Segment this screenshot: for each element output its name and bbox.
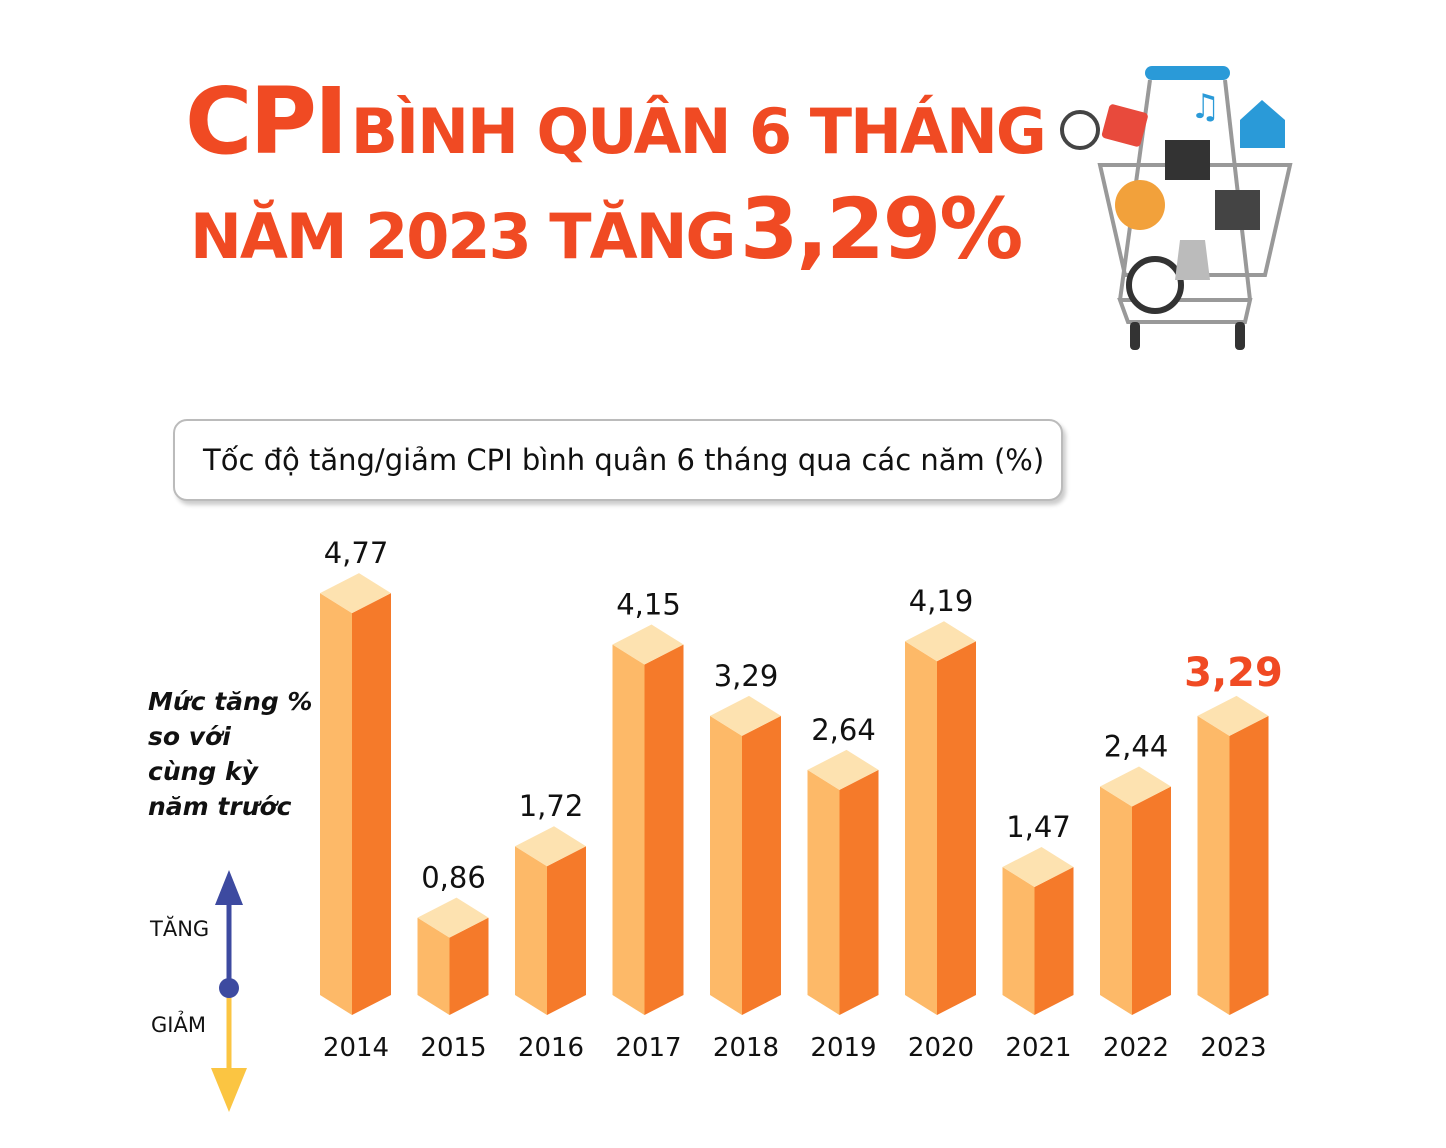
data-label: 4,77 [324,536,389,570]
bar-left-face [612,644,645,1015]
title-line-2: NĂM 2023 TĂNG 3,29% [190,180,1023,278]
title-cpi: CPI [185,68,348,175]
bar-top-face [1100,766,1171,807]
title-line-1: CPI BÌNH QUÂN 6 THÁNG [185,68,1047,175]
bar-top-face [417,897,489,938]
x-tick-label: 2016 [518,1033,584,1063]
legend-down-label: GIẢM [151,1013,206,1037]
x-tick-label: 2023 [1200,1033,1266,1063]
x-tick-label: 2014 [323,1033,389,1063]
bar-left-face [1100,786,1132,1015]
data-label: 4,15 [616,588,681,622]
bar-top-face [807,749,879,790]
bar-right-face [937,641,976,1015]
data-label: 1,47 [1006,810,1071,844]
bar-right-face [839,769,879,1015]
bar-right-face [1132,786,1171,1015]
bar-top-face [710,695,781,736]
data-label: 2,44 [1104,729,1169,763]
bar-top-face [905,621,976,662]
bar-right-face [1034,866,1074,1015]
note-line: cùng kỳ [148,757,258,786]
bar-top-face [1002,846,1074,887]
bar-top-face [1197,695,1269,736]
title-line2-rest: NĂM 2023 TĂNG [190,200,736,273]
data-label: 3,29 [714,659,779,693]
bar-left-face [320,593,352,1015]
data-label: 1,72 [519,789,584,823]
note-line: so với [148,722,231,751]
chart-subtitle: Tốc độ tăng/giảm CPI bình quân 6 tháng q… [203,443,1045,477]
bar-right-face [1229,715,1269,1015]
x-tick-label: 2018 [713,1033,779,1063]
note-line: Mức tăng % [148,687,313,716]
bar-left-face [1197,715,1230,1015]
data-label: 3,29 [1184,650,1283,696]
bar-left-face [1002,866,1035,1015]
axis-note: Mức tăng % so với cùng kỳ năm trước [148,684,312,824]
bar-left-face [515,846,547,1015]
title-line1-rest: BÌNH QUÂN 6 THÁNG [350,95,1047,168]
title-value: 3,29% [739,180,1023,278]
bar-left-face [710,715,742,1015]
x-tick-label: 2019 [810,1033,876,1063]
note-line: năm trước [148,792,292,821]
bar-top-face [515,826,586,867]
data-label: 0,86 [421,861,486,895]
x-tick-label: 2015 [420,1033,486,1063]
bar-right-face [352,593,391,1015]
bar-top-face [320,573,391,614]
bar-right-face [644,644,684,1015]
bar-left-face [417,917,450,1015]
bar-left-face [807,769,840,1015]
data-label: 4,19 [909,584,974,618]
chart-subtitle-box: Tốc độ tăng/giảm CPI bình quân 6 tháng q… [173,419,1063,501]
x-tick-label: 2017 [615,1033,681,1063]
bar-right-face [449,917,489,1015]
bar-top-face [612,624,684,665]
bar-left-face [905,641,937,1015]
data-label: 2,64 [811,713,876,747]
bar-right-face [547,846,586,1015]
x-tick-label: 2022 [1103,1033,1169,1063]
legend-up-label: TĂNG [150,917,210,941]
x-tick-label: 2021 [1005,1033,1071,1063]
bar-right-face [742,715,781,1015]
x-tick-label: 2020 [908,1033,974,1063]
